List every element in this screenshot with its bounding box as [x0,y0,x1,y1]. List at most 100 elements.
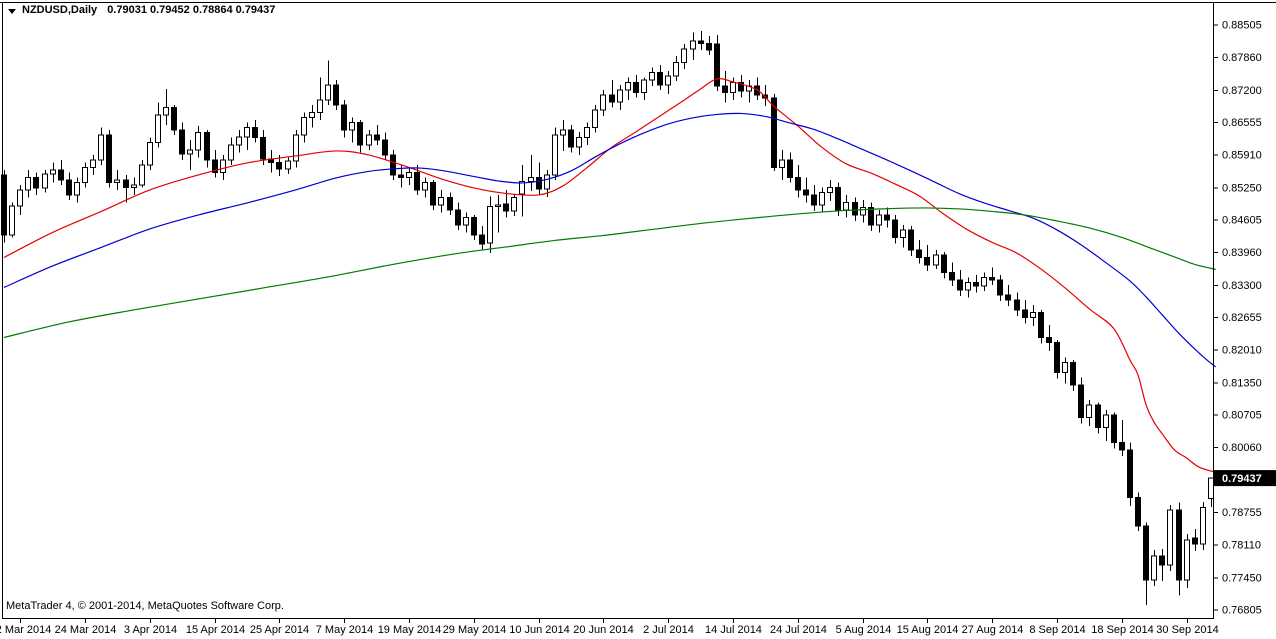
candle [333,79,339,110]
candle [163,88,169,125]
date-axis-label: 15 Apr 2014 [186,624,245,636]
candle [641,77,647,100]
candle [147,137,153,170]
candle [74,177,80,203]
candle [649,67,655,86]
date-axis-label: 10 Jun 2014 [509,624,570,636]
candle [965,277,971,298]
candle [220,154,226,180]
candle [519,164,525,217]
ma-fast-line [3,78,1216,474]
price-axis-label: 0.81350 [1222,377,1262,389]
candle [260,129,266,165]
candle [228,137,234,165]
candle [90,154,96,175]
candle [317,77,323,120]
candle [487,196,493,253]
candle [1054,339,1060,379]
candle [576,131,582,155]
candle [9,202,15,238]
candle [860,199,866,223]
price-axis-label: 0.82010 [1222,344,1262,356]
candle [900,224,906,248]
candle [908,225,914,256]
time-axis[interactable]: 12 Mar 2014 24 Mar 2014 3 Apr 2014 15 Apr 2… [0,619,1219,636]
candle [1184,533,1190,588]
candle [633,74,639,98]
candle [374,124,380,145]
date-axis-label: 25 Apr 2014 [250,624,309,636]
candle [795,164,801,198]
price-axis-label: 0.84605 [1222,215,1262,227]
candle [1038,309,1044,344]
price-axis-label: 0.87200 [1222,85,1262,97]
current-price-box-value: 0.79437 [1222,473,1262,485]
one-click-trading-toggle-icon[interactable] [8,9,16,14]
price-axis[interactable]: 0.88505 0.87860 0.87200 0.86555 0.85910 0.852… [1213,20,1276,617]
price-axis-label: 0.83300 [1222,280,1262,292]
candle [690,32,696,60]
date-axis-label: 2 Jul 2014 [643,624,694,636]
candle [58,159,64,185]
candle [171,104,177,135]
candle [997,274,1003,301]
date-axis-label: 8 Sep 2014 [1029,624,1085,636]
current-price-box: 0.79437 [1214,470,1276,487]
candle [382,132,388,160]
candle [1078,377,1084,424]
candle [187,139,193,170]
candle [503,189,509,218]
candle [349,117,355,143]
candle [123,174,129,203]
candle [981,272,987,291]
candle [1111,412,1117,449]
candle [552,127,558,180]
candle [819,187,825,213]
candle [714,34,720,91]
date-axis-label: 29 May 2014 [443,624,507,636]
candle [625,77,631,100]
candle [673,55,679,81]
ma-medium-line [3,112,1217,368]
candle [884,207,890,228]
candle [17,184,23,215]
candle [681,43,687,69]
candle [924,244,930,271]
price-axis-label: 0.78755 [1222,507,1262,519]
candle [609,79,615,108]
candle [422,177,428,198]
date-axis-label: 15 Aug 2014 [897,624,959,636]
candle [195,125,201,158]
candle [1005,284,1011,306]
candle [1200,501,1206,550]
candle [916,239,922,264]
candle [957,269,963,296]
candle [722,70,728,103]
candle [1046,324,1052,351]
candle [341,99,347,138]
date-axis-label: 19 May 2014 [378,624,442,636]
candle [738,74,744,98]
candle [179,122,185,160]
candle [949,262,955,286]
candle [1,169,7,243]
candle [803,177,809,203]
candle [827,179,833,201]
candle [471,214,477,240]
candle [706,35,712,55]
date-axis-label: 5 Aug 2014 [836,624,892,636]
candle [42,169,48,193]
price-axis-label: 0.77450 [1222,572,1262,584]
price-axis-label: 0.78110 [1222,539,1261,551]
price-axis-label: 0.80705 [1222,410,1262,422]
candle [600,89,606,116]
candle [106,129,112,188]
candle [455,202,461,230]
candle [892,214,898,244]
candle [244,122,250,150]
candle [98,127,104,165]
candle [568,124,574,153]
candle [1095,402,1101,434]
